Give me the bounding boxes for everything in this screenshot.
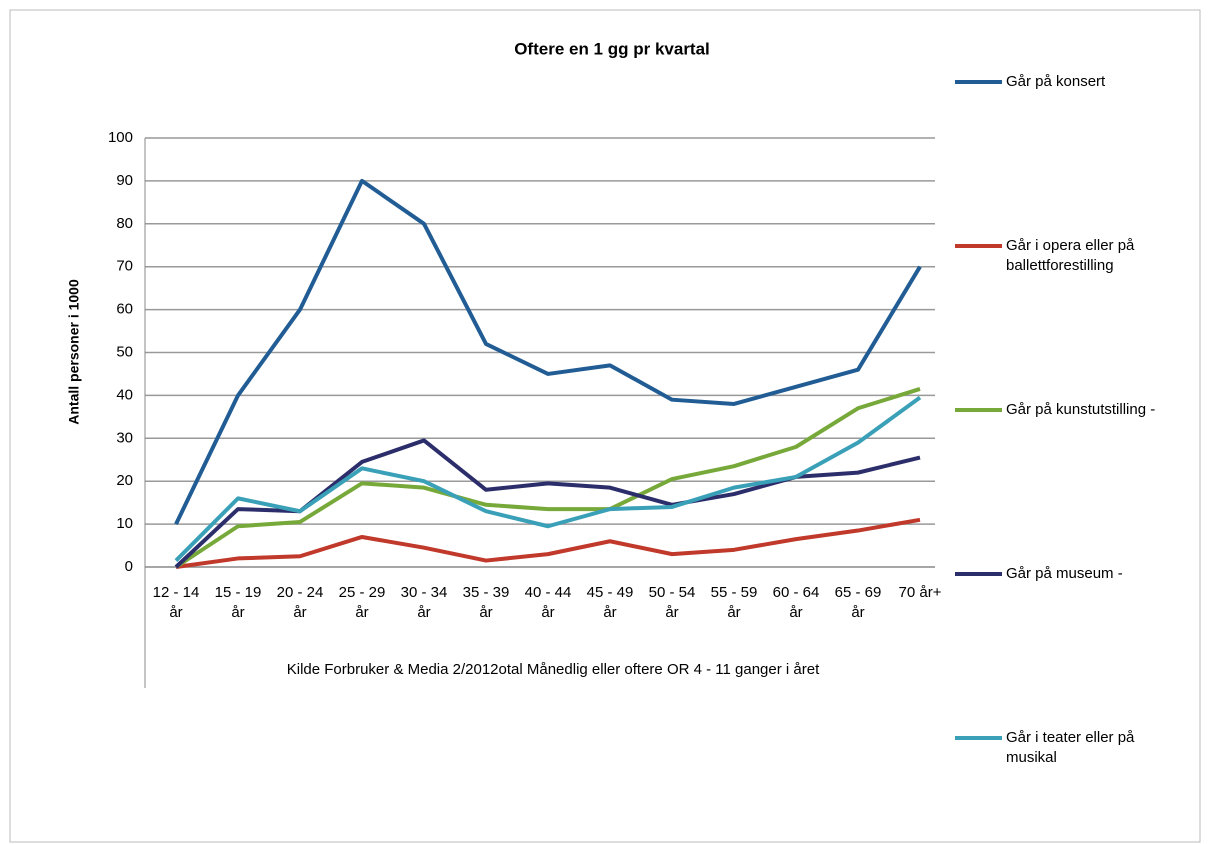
x-tick-label: 70 år+ <box>898 584 942 601</box>
legend-label: Går på museum - <box>1006 565 1123 582</box>
x-tick-label: 15 - 19 år <box>214 584 262 621</box>
y-tick-label: 60 <box>116 301 133 318</box>
x-tick-label: 25 - 29 år <box>338 584 386 621</box>
x-axis-title: Kilde Forbruker & Media 2/2012otal Måned… <box>287 661 820 678</box>
x-tick-label: 50 - 54 år <box>648 584 696 621</box>
legend-label: Går på konsert <box>1006 73 1106 90</box>
x-tick-label: 60 - 64 år <box>772 584 820 621</box>
y-tick-label: 100 <box>108 129 133 146</box>
series-line <box>174 438 921 569</box>
series-line <box>175 517 921 569</box>
y-tick-label: 30 <box>116 429 133 446</box>
y-tick-label: 10 <box>116 515 133 532</box>
x-tick-label: 12 - 14 år <box>152 584 200 621</box>
y-tick-label: 40 <box>116 386 133 403</box>
y-tick-label: 20 <box>116 472 133 489</box>
legend-label: Går i opera eller på ballettforestilling <box>1006 237 1135 274</box>
series-line <box>174 387 921 569</box>
legend-label: Går på kunstutstilling - <box>1006 401 1156 418</box>
x-tick-label: 35 - 39 år <box>462 584 510 621</box>
series-line <box>174 178 922 525</box>
y-tick-label: 80 <box>116 215 133 232</box>
x-tick-label: 40 - 44 år <box>524 584 572 621</box>
series-line <box>174 395 922 562</box>
y-axis-title: Antall personer i 1000 <box>66 279 82 425</box>
y-tick-label: 90 <box>116 172 133 189</box>
y-tick-label: 0 <box>125 558 133 575</box>
chart-title: Oftere en 1 gg pr kvartal <box>514 39 710 58</box>
x-tick-label: 65 - 69 år <box>834 584 882 621</box>
x-tick-label: 20 - 24 år <box>276 584 324 621</box>
x-tick-label: 55 - 59 år <box>710 584 758 621</box>
y-tick-label: 50 <box>116 343 133 360</box>
chart-border <box>9 9 1201 843</box>
y-tick-label: 70 <box>116 258 133 275</box>
x-tick-label: 30 - 34 år <box>400 584 448 621</box>
x-tick-label: 45 - 49 år <box>586 584 634 621</box>
legend-label: Går i teater eller på musikal <box>1006 729 1135 766</box>
